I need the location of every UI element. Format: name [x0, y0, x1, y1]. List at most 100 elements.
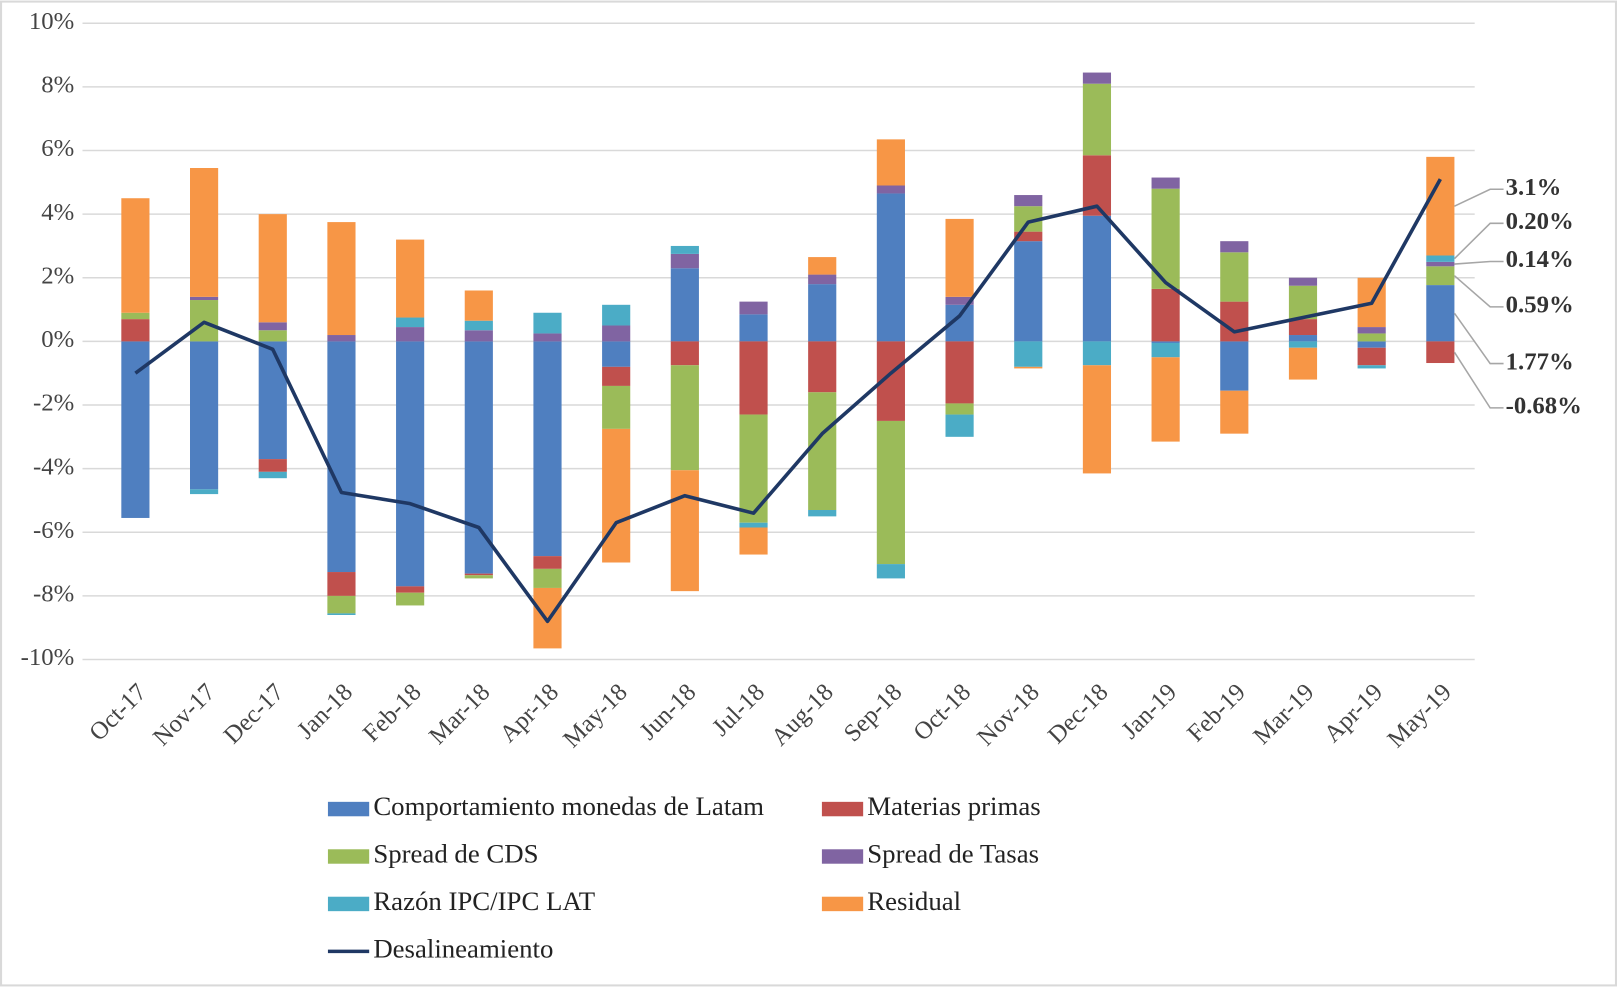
bar-segment [602, 366, 631, 386]
bar-segment [1014, 195, 1043, 207]
bar-segment [808, 341, 837, 393]
x-tick-label: Nov-17 [148, 679, 221, 752]
bar-segment [533, 333, 562, 342]
bar-segment [1357, 333, 1386, 342]
bar-segment [190, 168, 219, 297]
bar-segment [190, 296, 219, 301]
legend-label: Residual [867, 886, 961, 916]
value-label: 1.77% [1506, 348, 1574, 375]
bar-segment [1151, 288, 1180, 342]
bar-segment [670, 268, 699, 342]
y-tick-label: 0% [41, 326, 74, 353]
legend-label: Materias primas [867, 791, 1040, 821]
bar-segment [464, 573, 493, 576]
bar-segment [1151, 357, 1180, 442]
bar-segment [190, 489, 219, 495]
bar-segment [739, 527, 768, 555]
x-tick-label: Dec-17 [219, 679, 290, 750]
bar-segment [1082, 365, 1112, 474]
bar-segment [602, 341, 631, 367]
bar-segment [327, 222, 356, 336]
bar-segment [1220, 252, 1249, 302]
bar-segment [396, 341, 425, 587]
legend-swatch [327, 801, 370, 817]
x-tick-label: Feb-19 [1182, 679, 1251, 748]
bar-segment [1014, 241, 1043, 342]
bar-segment [533, 312, 562, 334]
bar-segment [1151, 341, 1180, 343]
x-tick-label: Mar-18 [424, 679, 495, 750]
bar-segment [258, 471, 287, 479]
y-tick-label: -2% [33, 390, 74, 417]
bar-segment [945, 296, 974, 305]
bar-segment [1288, 347, 1318, 380]
bar-segment [1220, 301, 1249, 342]
value-label: 0.14% [1506, 246, 1574, 273]
leader-line [1454, 260, 1504, 265]
bar-segment [1220, 341, 1249, 391]
legend-swatch [327, 849, 370, 864]
bar-segment [258, 322, 287, 331]
bar-segment [258, 341, 287, 460]
bar-segment [258, 330, 287, 342]
bar-segment [945, 403, 974, 415]
bar-segment [670, 365, 699, 471]
bar-segment [1357, 347, 1386, 366]
bar-segment [1151, 177, 1180, 189]
bar-segment [396, 327, 425, 342]
bar-segment [1357, 327, 1386, 334]
bar-segment [602, 325, 631, 342]
legend-label: Razón IPC/IPC LAT [373, 886, 595, 916]
y-tick-label: -8% [33, 581, 74, 608]
bar-segment [464, 575, 493, 579]
x-tick-label: Sep-18 [839, 679, 908, 748]
leader-line [1453, 275, 1504, 308]
bar-segment [121, 198, 150, 313]
bar-segment [670, 470, 699, 592]
bar-segment [1288, 285, 1318, 320]
bar-segment [739, 414, 768, 523]
legend-swatch [327, 896, 370, 912]
bar-segment [1426, 156, 1455, 256]
bar-segment [464, 330, 493, 342]
bar-segment [1151, 342, 1180, 358]
x-tick-label: Aug-18 [766, 679, 839, 752]
bar-segment [1426, 266, 1455, 286]
bar-segment [670, 341, 699, 366]
bar-segment [1082, 341, 1112, 366]
legend-swatch [821, 849, 864, 864]
bar-segment [1082, 83, 1112, 156]
bar-segment [533, 587, 562, 649]
bar-segment [464, 290, 493, 321]
x-tick-label: May-19 [1382, 679, 1457, 754]
legend-swatch [821, 896, 864, 912]
bar-segment [1082, 72, 1112, 84]
x-tick-label: Jan-19 [1116, 679, 1182, 745]
legend-swatch [821, 801, 864, 817]
y-tick-label: 10% [29, 8, 74, 35]
bar-segment [739, 341, 768, 415]
bar-segment [1426, 285, 1455, 342]
x-tick-label: Dec-18 [1043, 679, 1114, 750]
bar-segment [876, 420, 905, 565]
bar-segment [327, 335, 356, 342]
bar-segment [1357, 341, 1386, 348]
bar-segment [396, 592, 425, 606]
bar-segment [1014, 366, 1043, 369]
bar-segment [464, 341, 493, 574]
bar-segment [1426, 255, 1455, 262]
bar-segment [670, 245, 699, 254]
bar-segment [1426, 341, 1455, 364]
bar-segment [1288, 277, 1318, 286]
bar-segment [533, 341, 562, 557]
y-tick-label: -6% [33, 517, 74, 544]
bar-segment [396, 317, 425, 328]
bar-segment [945, 341, 974, 404]
bar-segment [876, 139, 905, 186]
value-label: 0.20% [1506, 208, 1574, 235]
bar-segment [1426, 261, 1455, 267]
value-label: -0.68% [1506, 393, 1582, 420]
bar-segment [1082, 215, 1112, 342]
y-tick-label: 6% [41, 135, 74, 162]
